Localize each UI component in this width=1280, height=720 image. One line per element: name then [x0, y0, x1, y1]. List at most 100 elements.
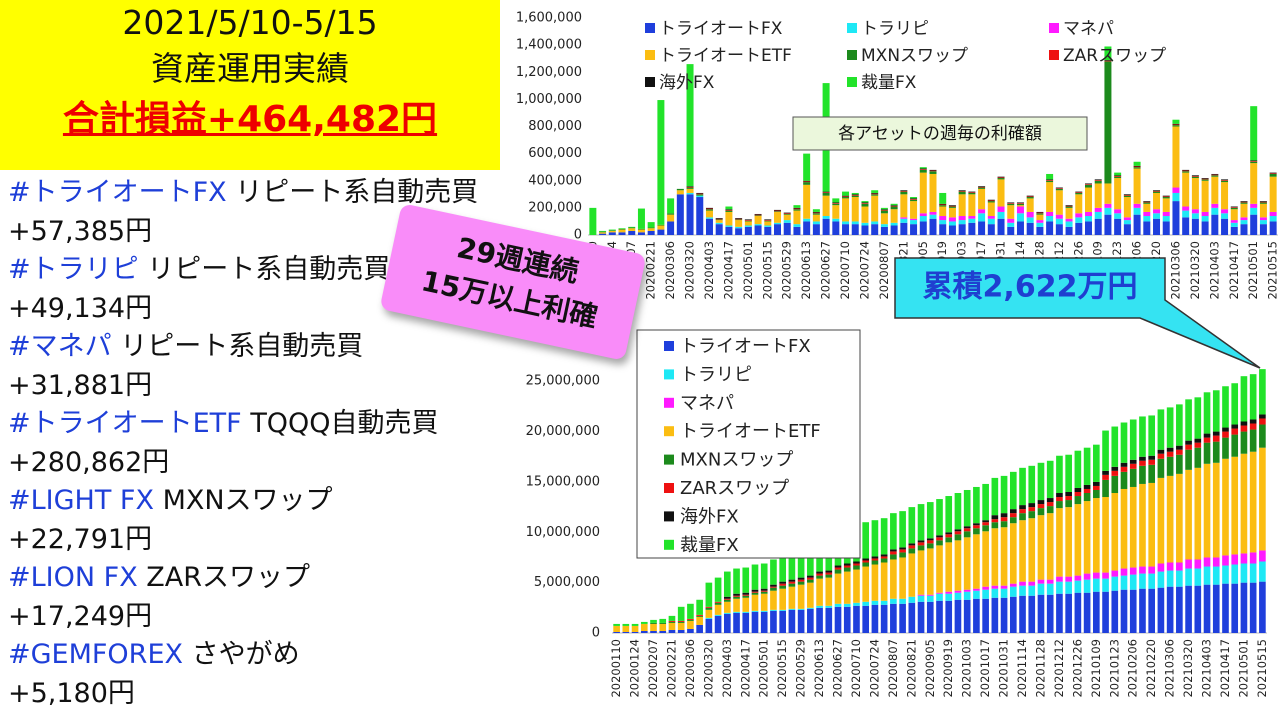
bar-segment — [900, 190, 908, 192]
bar-segment — [1148, 459, 1156, 465]
bar-segment — [1123, 194, 1131, 196]
bar-segment — [1231, 564, 1239, 584]
bar-segment — [1191, 175, 1199, 177]
chart: 0 5,000,000 10,000,000 15,000,000 20,000,000… — [526, 257, 1269, 698]
bar-segment — [751, 564, 759, 590]
bar-segment — [1065, 221, 1073, 227]
bar-segment — [812, 212, 820, 214]
bar-segment — [647, 228, 655, 231]
bar-segment — [1019, 581, 1026, 586]
bar-segment — [958, 190, 966, 191]
result-amount: +49,134円 — [8, 292, 153, 324]
bar-segment — [1222, 583, 1229, 633]
annotation: 各アセットの週毎の利確額 — [838, 124, 1042, 144]
bar-segment — [861, 203, 869, 207]
bar-segment — [1075, 191, 1083, 193]
bar-segment — [1102, 430, 1109, 471]
bar-segment — [973, 598, 980, 633]
bar-segment — [1201, 216, 1209, 222]
x-tick-label: 20201031 — [997, 639, 1011, 698]
bar-segment — [1162, 196, 1170, 198]
bar-segment — [910, 224, 918, 235]
bar-segment — [1185, 469, 1192, 560]
legend-swatch — [664, 511, 674, 522]
bar-segment — [825, 570, 833, 573]
bar-segment — [754, 224, 762, 226]
bar-segment — [715, 218, 723, 219]
bar-segment — [618, 232, 626, 235]
bar-segment — [1221, 218, 1229, 235]
x-tick-label: 20201128 — [1033, 639, 1047, 698]
y-tick-label: 25,000,000 — [526, 374, 600, 389]
bar-segment — [1148, 415, 1156, 456]
bar-segment — [908, 596, 916, 603]
bar-segment — [705, 209, 713, 211]
bar-segment — [1104, 61, 1112, 184]
bar-segment — [929, 218, 937, 235]
bar-segment — [851, 221, 859, 225]
bar-segment — [1026, 195, 1034, 197]
bar-segment — [842, 195, 850, 197]
bar-segment — [1259, 203, 1267, 218]
result-row: +280,862円 — [8, 444, 500, 483]
bar-segment — [725, 209, 733, 210]
bar-segment — [1046, 594, 1054, 633]
bar-segment — [908, 553, 916, 597]
bar-segment — [1139, 483, 1146, 567]
bar-segment — [825, 574, 833, 578]
bar-segment — [807, 575, 814, 578]
bar-segment — [637, 232, 645, 235]
bar-segment — [788, 583, 796, 587]
bar-segment — [1084, 221, 1092, 235]
bar-segment — [1166, 475, 1174, 563]
bar-segment — [1203, 557, 1211, 567]
bar-segment — [939, 192, 947, 204]
bar-segment — [1037, 515, 1045, 580]
bar-segment — [705, 217, 713, 219]
bar-segment — [667, 221, 675, 235]
bar-segment — [936, 499, 943, 536]
bar-segment — [1026, 198, 1034, 212]
legend-label: MXNスワップ — [680, 450, 793, 471]
bar-segment — [1036, 214, 1044, 221]
bar-segment — [696, 194, 704, 196]
bar-segment — [1007, 205, 1015, 219]
bar-segment — [705, 609, 713, 618]
bar-segment — [880, 604, 888, 633]
result-desc: TQQQ自動売買 — [250, 408, 439, 439]
bar-segment — [735, 218, 743, 219]
bar-segment — [862, 601, 870, 606]
bar-segment — [1230, 226, 1238, 235]
bar-segment — [1139, 456, 1146, 461]
bar-segment — [1000, 475, 1008, 514]
bar-segment — [1046, 506, 1054, 514]
bar-segment — [1194, 568, 1202, 586]
bar-segment — [1133, 168, 1141, 204]
bar-segment — [1065, 205, 1073, 207]
bar-segment — [890, 603, 897, 633]
legend-swatch — [664, 369, 674, 380]
bar-segment — [1129, 459, 1137, 464]
bar-segment — [687, 620, 694, 629]
bar-segment — [1056, 497, 1063, 502]
bar-segment — [1259, 224, 1267, 235]
bar-segment — [760, 611, 768, 633]
x-tick-label: 20210515 — [1266, 241, 1280, 300]
bar-segment — [797, 581, 805, 585]
bar-segment — [742, 597, 750, 612]
bar-segment — [1221, 180, 1229, 183]
bar-segment — [1007, 226, 1015, 235]
result-amount: +31,881円 — [8, 369, 153, 401]
bar-segment — [861, 202, 869, 204]
bar-segment — [1120, 422, 1128, 463]
bar-segment — [613, 631, 620, 633]
bar-segment — [807, 582, 814, 608]
bar-segment — [842, 224, 850, 235]
bar-segment — [770, 590, 777, 610]
bar-segment — [723, 598, 731, 600]
bar-segment — [725, 226, 733, 235]
bar-segment — [1157, 449, 1165, 454]
x-tick-label: 20210403 — [1207, 241, 1221, 300]
bar-segment — [851, 192, 859, 195]
bar-segment — [1166, 562, 1174, 571]
